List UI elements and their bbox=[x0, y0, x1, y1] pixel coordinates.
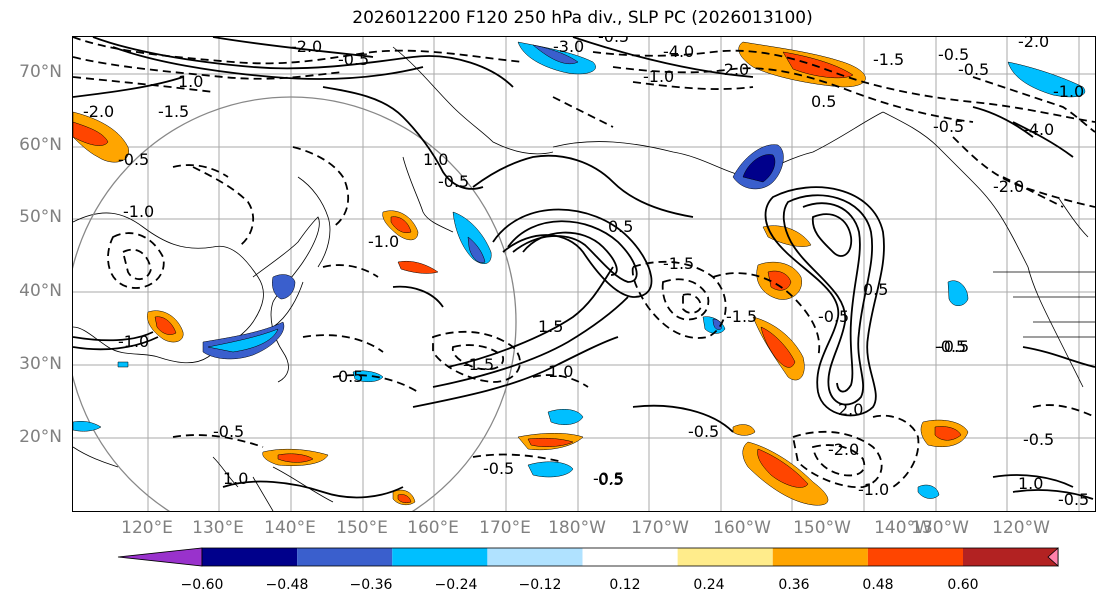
contour-label: -2.0 bbox=[718, 60, 749, 79]
contour-label: 0.5 bbox=[811, 92, 836, 111]
contour-label: -0.5 bbox=[688, 422, 719, 441]
colorbar-cell bbox=[867, 548, 963, 566]
colorbar-tick: −0.48 bbox=[265, 577, 309, 593]
colorbar-extend-max bbox=[1047, 547, 1059, 567]
contour-label: 1.5 bbox=[538, 317, 563, 336]
contour-label: -0.5 bbox=[213, 422, 244, 441]
colorbar-tick: −0.36 bbox=[349, 577, 393, 593]
lat-label-40n: 40°N bbox=[19, 281, 62, 301]
contour-label: -0.5 bbox=[935, 337, 966, 356]
contour-label: -0.5 bbox=[338, 50, 369, 69]
contour-label: -0.5 bbox=[1023, 430, 1054, 449]
contour-label: 1.0 bbox=[423, 150, 448, 169]
contour-label: -1.5 bbox=[463, 355, 494, 374]
contour-label: -1.5 bbox=[663, 254, 694, 273]
colorbar-cell bbox=[202, 548, 298, 566]
colorbar-tick: 0.60 bbox=[947, 577, 979, 593]
lon-label-160w: 160°W bbox=[713, 518, 771, 538]
lon-label-170w: 170°W bbox=[631, 518, 689, 538]
contour-label: 2.0 bbox=[838, 400, 863, 419]
contour-label: 1.0 bbox=[223, 469, 248, 488]
lat-label-70n: 70°N bbox=[19, 62, 62, 82]
contour-label: -2.0 bbox=[828, 440, 859, 459]
contour-label: -1.0 bbox=[368, 232, 399, 251]
lon-label-170e: 170°E bbox=[479, 518, 531, 538]
lon-label-120e: 120°E bbox=[121, 518, 173, 538]
contour-label: -1.0 bbox=[1053, 82, 1084, 101]
contour-label: -0.5 bbox=[938, 337, 969, 356]
colorbar-cell bbox=[677, 548, 773, 566]
lon-label-180w: 180°W bbox=[548, 518, 606, 538]
contour-label: -0.5 bbox=[958, 60, 989, 79]
contour-label: -2.0 bbox=[291, 37, 322, 56]
lon-label-160e: 160°E bbox=[407, 518, 459, 538]
contour-label: -0.5 bbox=[938, 45, 969, 64]
reference-circle bbox=[73, 96, 517, 511]
contour-label: 0.5 bbox=[598, 470, 623, 489]
contour-label: 0.5 bbox=[338, 367, 363, 386]
colorbar-cell bbox=[582, 548, 678, 566]
lon-label-120w: 120°W bbox=[992, 518, 1050, 538]
contour-label: -1.0 bbox=[858, 480, 889, 499]
colorbar-cell bbox=[392, 548, 488, 566]
contour-label: -2.0 bbox=[993, 177, 1024, 196]
map-title: 2026012200 F120 250 hPa div., SLP PC (20… bbox=[352, 8, 813, 28]
contour-label: -0.5 bbox=[118, 150, 149, 169]
slp-contours bbox=[73, 37, 1095, 500]
contour-label: -0.5 bbox=[438, 172, 469, 191]
lon-label-130w: 130°W bbox=[911, 518, 969, 538]
contour-label: -0.5 bbox=[818, 307, 849, 326]
colorbar-cells bbox=[117, 547, 1059, 567]
divergence-shading bbox=[73, 41, 1086, 506]
lat-label-50n: 50°N bbox=[19, 207, 62, 227]
dashed-contours bbox=[73, 37, 1095, 489]
colorbar-tick: 0.12 bbox=[609, 577, 641, 593]
colorbar-tick: −0.60 bbox=[180, 577, 224, 593]
contour-label: -2.0 bbox=[1018, 37, 1049, 51]
colorbar-tick: 0.48 bbox=[862, 577, 894, 593]
contour-label: -2.0 bbox=[83, 102, 114, 121]
graticule bbox=[73, 37, 1095, 511]
lon-label-150w: 150°W bbox=[793, 518, 851, 538]
contour-label: -1.5 bbox=[873, 50, 904, 69]
contour-label: -0.5 bbox=[1058, 490, 1089, 509]
colorbar-cell bbox=[487, 548, 583, 566]
contour-label: -0.5 bbox=[933, 117, 964, 136]
contour-label: 0.5 bbox=[608, 217, 633, 236]
map-canvas: -2.0 -0.5 -3.0 -0.5 -4.0 -1.0 -2.0 -1.5 … bbox=[73, 37, 1095, 511]
colorbar-tick: −0.24 bbox=[434, 577, 478, 593]
contour-label: 1.0 bbox=[178, 72, 203, 91]
lon-label-130e: 130°E bbox=[192, 518, 244, 538]
lat-label-60n: 60°N bbox=[19, 135, 62, 155]
contour-labels: -2.0 -0.5 -3.0 -0.5 -4.0 -1.0 -2.0 -1.5 … bbox=[83, 37, 1089, 509]
colorbar-cell bbox=[297, 548, 393, 566]
map-panel: -2.0 -0.5 -3.0 -0.5 -4.0 -1.0 -2.0 -1.5 … bbox=[72, 36, 1096, 512]
lon-label-150e: 150°E bbox=[336, 518, 388, 538]
contour-label: -4.0 bbox=[663, 42, 694, 61]
contour-label: -0.5 bbox=[598, 37, 629, 46]
lat-label-30n: 30°N bbox=[19, 354, 62, 374]
contour-label: -1.5 bbox=[158, 102, 189, 121]
contour-label: -1.5 bbox=[726, 307, 757, 326]
colorbar-tick: −0.12 bbox=[518, 577, 562, 593]
contour-label: -4.0 bbox=[1023, 120, 1054, 139]
contour-label: 1.0 bbox=[1018, 474, 1043, 493]
colorbar-tick: 0.24 bbox=[693, 577, 725, 593]
contour-label: -0.5 bbox=[483, 459, 514, 478]
contour-label: -1.0 bbox=[118, 332, 149, 351]
colorbar-cell bbox=[963, 548, 1059, 566]
colorbar-cell bbox=[772, 548, 868, 566]
contour-label: 1.0 bbox=[548, 362, 573, 381]
contour-label: -0.5 bbox=[593, 469, 624, 488]
colorbar-extend-min bbox=[117, 547, 203, 567]
lat-label-20n: 20°N bbox=[19, 427, 62, 447]
colorbar-frame bbox=[201, 547, 1059, 567]
contour-label: 0.5 bbox=[863, 280, 888, 299]
colorbar-tick: 0.36 bbox=[778, 577, 810, 593]
contour-label: -3.0 bbox=[553, 37, 584, 56]
contour-label: -1.0 bbox=[123, 202, 154, 221]
contour-label: -1.0 bbox=[643, 67, 674, 86]
lon-label-140w: 140°W bbox=[874, 518, 932, 538]
lon-label-140e: 140°E bbox=[264, 518, 316, 538]
